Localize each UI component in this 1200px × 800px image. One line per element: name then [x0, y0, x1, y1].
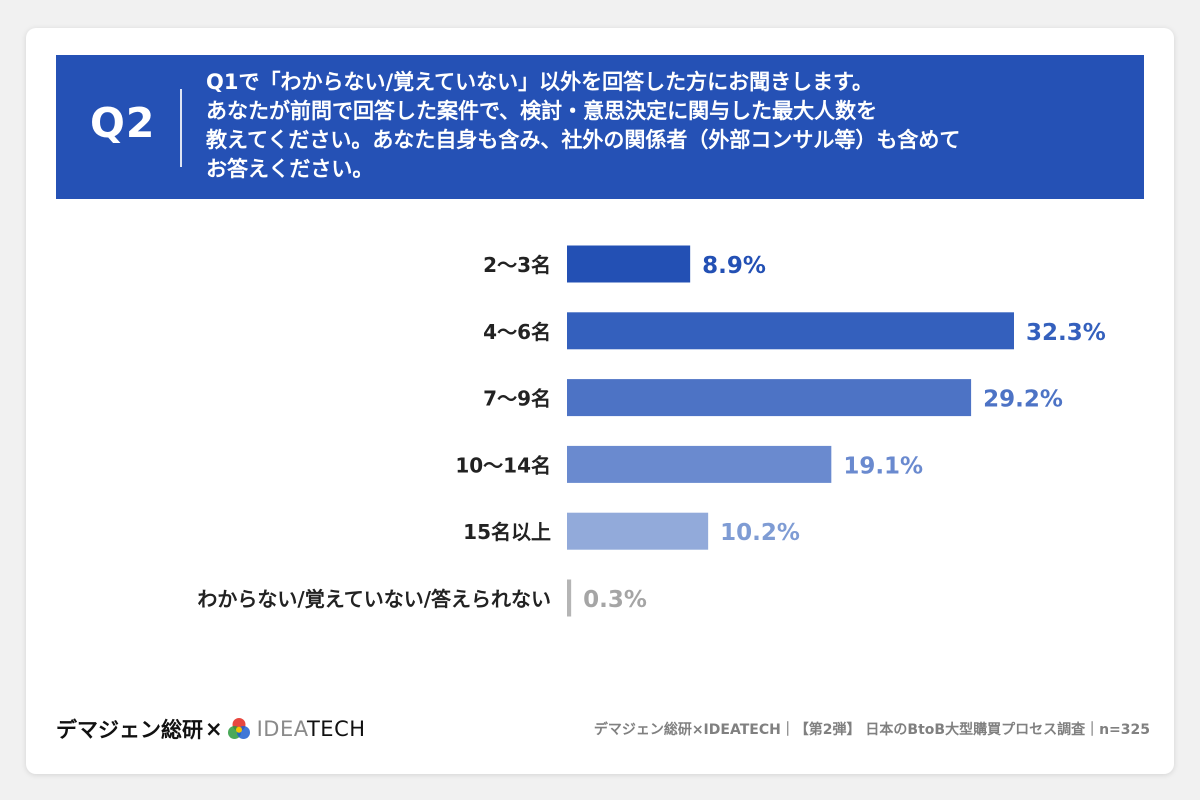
value-label: 8.9% — [702, 253, 766, 279]
category-label: 10〜14名 — [455, 453, 551, 477]
brand-demagen: デマジェン総研 — [56, 718, 203, 742]
brand-ideatech-dark: TECH — [306, 717, 366, 741]
ideatech-color-wheel-icon — [227, 718, 250, 739]
bar — [567, 445, 832, 483]
question-banner: Q2 Q1で「わからない/覚えていない」以外を回答した方にお聞きします。 あなた… — [56, 55, 1144, 199]
category-label: 2〜3名 — [483, 253, 551, 277]
footer-logo: デマジェン総研 × IDEATECH — [56, 713, 366, 745]
question-line: Q1で「わからない/覚えていない」以外を回答した方にお聞きします。 — [206, 70, 873, 94]
question-number: Q2 — [90, 99, 156, 147]
value-label: 0.3% — [583, 587, 647, 613]
bar — [567, 379, 972, 417]
banner-divider — [180, 89, 182, 167]
bar — [567, 579, 572, 617]
bar — [567, 512, 709, 550]
question-line: 教えてください。あなた自身も含み、社外の関係者（外部コンサル等）も含めて — [206, 128, 961, 152]
value-label: 10.2% — [720, 520, 800, 546]
value-label: 32.3% — [1026, 320, 1106, 346]
category-label: 7〜9名 — [483, 387, 551, 411]
category-label: 4〜6名 — [483, 320, 551, 344]
brand-ideatech: IDEATECH — [257, 717, 366, 741]
question-line: あなたが前問で回答した案件で、検討・意思決定に関与した最大人数を — [206, 99, 878, 123]
bar — [567, 245, 691, 283]
question-line: お答えください。 — [206, 157, 374, 181]
brand-separator: × — [205, 717, 223, 741]
category-label: わからない/覚えていない/答えられない — [197, 587, 551, 611]
footer-source: デマジェン総研×IDEATECH｜【第2弾】 日本のBtoB大型購買プロセス調査… — [593, 722, 1150, 738]
value-label: 29.2% — [983, 387, 1063, 413]
brand-ideatech-light: IDEA — [256, 717, 307, 741]
question-text: Q1で「わからない/覚えていない」以外を回答した方にお聞きします。 あなたが前問… — [206, 68, 1126, 184]
value-label: 19.1% — [843, 453, 923, 479]
bar — [567, 312, 1014, 350]
category-label: 15名以上 — [463, 520, 551, 544]
